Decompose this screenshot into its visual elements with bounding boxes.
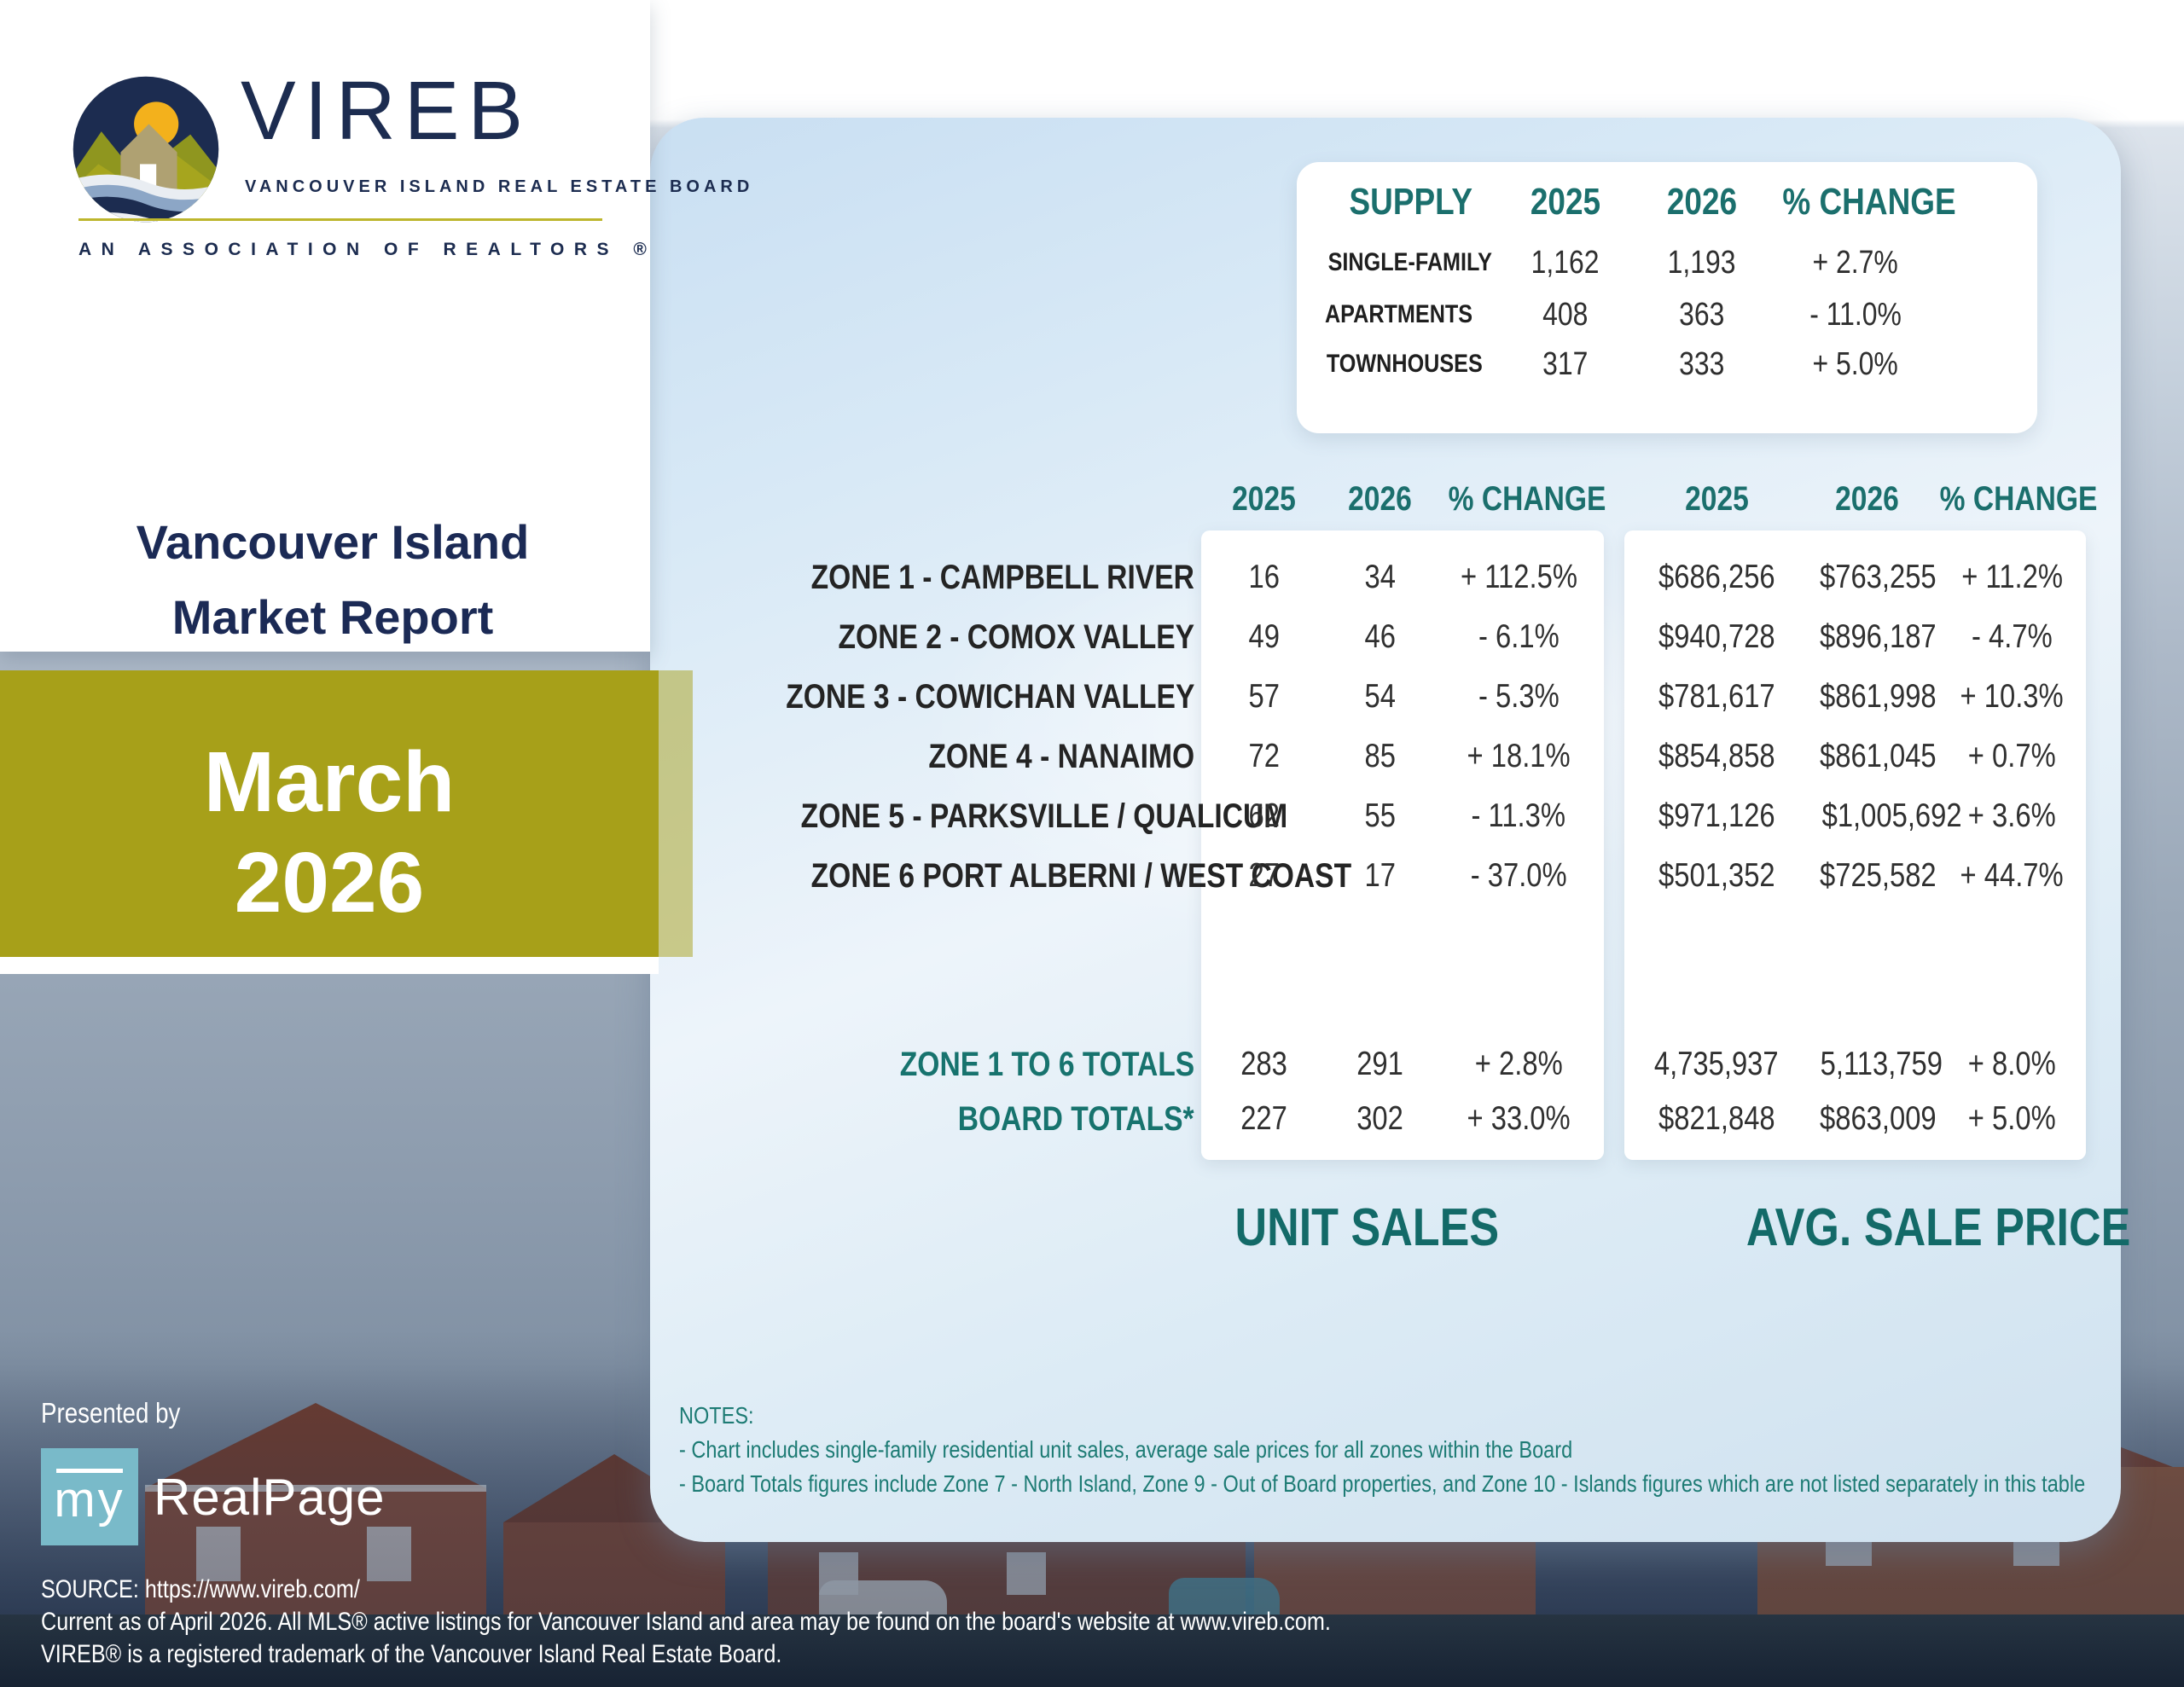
house-window — [1007, 1552, 1046, 1595]
house-window — [367, 1527, 411, 1581]
table-row: ZONE 1 - CAMPBELL RIVER 16 34 + 112.5% $… — [708, 547, 2100, 608]
page-title-line1: Vancouver Island — [136, 515, 530, 569]
supply-value: 1,193 — [1668, 244, 1736, 281]
hedge-shape — [0, 1615, 2184, 1687]
notes-line: - Chart includes single-family residenti… — [679, 1436, 1573, 1463]
notes-block: NOTES: - Chart includes single-family re… — [679, 1399, 2095, 1501]
col-header: 2026 — [1348, 479, 1412, 518]
banner-underline — [0, 957, 659, 974]
notes-heading: NOTES: — [679, 1402, 754, 1429]
col-header: % CHANGE — [1448, 479, 1606, 518]
zone-label: ZONE 1 - CAMPBELL RIVER — [810, 558, 1194, 596]
supply-value: 363 — [1679, 296, 1725, 333]
page-title: Vancouver Island Market Report — [17, 505, 648, 655]
zone-label: ZONE 5 - PARKSVILLE / QUALICUM — [800, 797, 1288, 835]
myrealpage-logo-icon: my — [41, 1448, 138, 1545]
myrealpage-logo: my RealPage — [41, 1448, 386, 1545]
presented-by-label: Presented by — [41, 1397, 181, 1429]
brand-board-line: VANCOUVER ISLAND REAL ESTATE BOARD — [245, 177, 754, 196]
vireb-logo-icon — [73, 76, 219, 223]
month-banner: March 2026 — [0, 670, 693, 957]
supply-header-2026: 2026 — [1666, 181, 1738, 223]
supply-change: + 2.7% — [1812, 244, 1899, 281]
supply-change: - 11.0% — [1809, 296, 1902, 333]
col-header: 2026 — [1834, 479, 1899, 518]
supply-header-change: % CHANGE — [1782, 181, 1956, 223]
totals-row: BOARD TOTALS* 227 302 + 33.0% $821,848 $… — [708, 1088, 2100, 1150]
page-title-line2: Market Report — [171, 590, 494, 644]
col-header: 2025 — [1684, 479, 1749, 518]
supply-value: 1,162 — [1531, 244, 1600, 281]
table-row: ZONE 5 - PARKSVILLE / QUALICUM 62 55 - 1… — [708, 786, 2100, 847]
supply-header-2025: 2025 — [1530, 181, 1601, 223]
table-row: ZONE 3 - COWICHAN VALLEY 57 54 - 5.3% $7… — [708, 666, 2100, 728]
supply-table: SUPPLY 2025 2026 % CHANGE SINGLE-FAMILY … — [1297, 162, 2037, 433]
logo-divider — [78, 218, 602, 221]
banner-year: 2026 — [234, 835, 425, 930]
col-header: % CHANGE — [1939, 479, 2098, 518]
table-row: ZONE 6 PORT ALBERNI / WEST COAST 27 17 -… — [708, 845, 2100, 907]
totals-label: BOARD TOTALS* — [958, 1099, 1194, 1138]
unit-sales-card — [1201, 530, 1604, 1160]
totals-row: ZONE 1 TO 6 TOTALS 283 291 + 2.8% 4,735,… — [708, 1034, 2100, 1095]
table-row: ZONE 2 - COMOX VALLEY 49 46 - 6.1% $940,… — [708, 606, 2100, 668]
logo-mark: my — [54, 1472, 125, 1528]
supply-change: + 5.0% — [1812, 345, 1899, 382]
notes-line: - Board Totals figures include Zone 7 - … — [679, 1470, 2086, 1497]
totals-label: ZONE 1 TO 6 TOTALS — [899, 1045, 1194, 1083]
header-panel: VIREB VANCOUVER ISLAND REAL ESTATE BOARD… — [0, 0, 749, 652]
source-line: SOURCE: https://www.vireb.com/ — [41, 1575, 360, 1603]
source-line: Current as of April 2026. All MLS® activ… — [41, 1608, 1331, 1636]
supply-value: 408 — [1542, 296, 1589, 333]
avg-price-card — [1624, 530, 2086, 1160]
banner-month: March — [203, 734, 456, 830]
supply-header: SUPPLY — [1349, 181, 1472, 223]
unit-sales-label: UNIT SALES — [1234, 1198, 1499, 1257]
table-row: ZONE 4 - NANAIMO 72 85 + 18.1% $854,858 … — [708, 726, 2100, 787]
source-block: SOURCE: https://www.vireb.com/ Current a… — [41, 1574, 1577, 1671]
brand-association-line: AN ASSOCIATION OF REALTORS ® — [78, 240, 657, 259]
col-header: 2025 — [1232, 479, 1296, 518]
supply-row-label: SINGLE-FAMILY — [1327, 248, 1492, 276]
zone-label: ZONE 3 - COWICHAN VALLEY — [786, 677, 1195, 716]
supply-row-label: APARTMENTS — [1324, 300, 1473, 328]
house-roof — [145, 1403, 486, 1488]
source-line: VIREB® is a registered trademark of the … — [41, 1640, 782, 1668]
supply-value: 333 — [1679, 345, 1725, 382]
table-header-row: 2025 2026 % CHANGE 2025 2026 % CHANGE — [708, 468, 2100, 530]
supply-value: 317 — [1542, 345, 1589, 382]
logo-overline — [56, 1469, 123, 1473]
brand-name: VIREB — [241, 64, 532, 157]
zone-label: ZONE 6 PORT ALBERNI / WEST COAST — [810, 856, 1352, 895]
zone-label: ZONE 4 - NANAIMO — [928, 737, 1194, 775]
sponsor-name: RealPage — [154, 1468, 386, 1526]
avg-price-label: AVG. SALE PRICE — [1745, 1198, 2131, 1257]
zone-label: ZONE 2 - COMOX VALLEY — [838, 617, 1194, 656]
house-window — [196, 1527, 241, 1581]
supply-row-label: TOWNHOUSES — [1326, 350, 1483, 378]
house-trim — [145, 1485, 486, 1492]
